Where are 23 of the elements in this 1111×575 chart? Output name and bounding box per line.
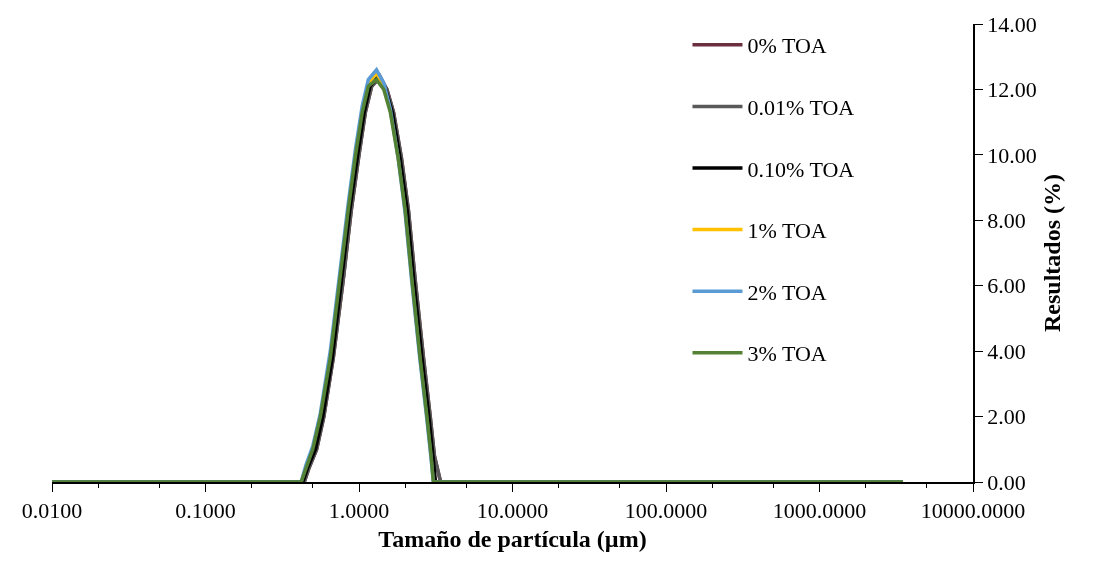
y-tick-label: 10.00 [987,142,1037,168]
x-tick-label: 10000.0000 [920,498,1026,524]
x-tick-label: 1000.0000 [772,498,867,524]
x-tick-label: 1.0000 [328,498,390,524]
y-tick-label: 4.00 [987,338,1026,364]
legend-label: 3% TOA [747,341,827,367]
x-tick-label: 0.0100 [21,498,83,524]
y-tick-label: 0.00 [987,469,1026,495]
legend-label: 0.01% TOA [747,94,855,120]
legend-label: 2% TOA [747,279,827,305]
y-tick-label: 6.00 [987,273,1026,299]
y-tick-label: 8.00 [987,207,1026,233]
x-tick-label: 0.1000 [175,498,236,524]
x-tick-label: 10.0000 [476,498,549,524]
y-axis-title: Resultados (%) [1039,173,1066,333]
legend-label: 1% TOA [747,218,827,244]
x-axis-title: Tamaño de partícula (µm) [378,525,647,552]
legend-label: 0.10% TOA [747,156,855,182]
y-tick-label: 14.00 [987,11,1037,37]
y-tick-label: 12.00 [987,77,1037,103]
y-tick-label: 2.00 [987,404,1026,430]
x-tick-label: 100.0000 [624,498,708,524]
legend-label: 0% TOA [747,33,827,59]
